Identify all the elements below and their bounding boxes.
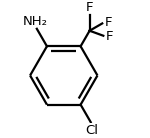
Text: Cl: Cl xyxy=(85,124,98,137)
Text: F: F xyxy=(106,30,113,43)
Text: F: F xyxy=(105,16,112,29)
Text: F: F xyxy=(86,1,93,14)
Text: NH₂: NH₂ xyxy=(23,15,48,28)
